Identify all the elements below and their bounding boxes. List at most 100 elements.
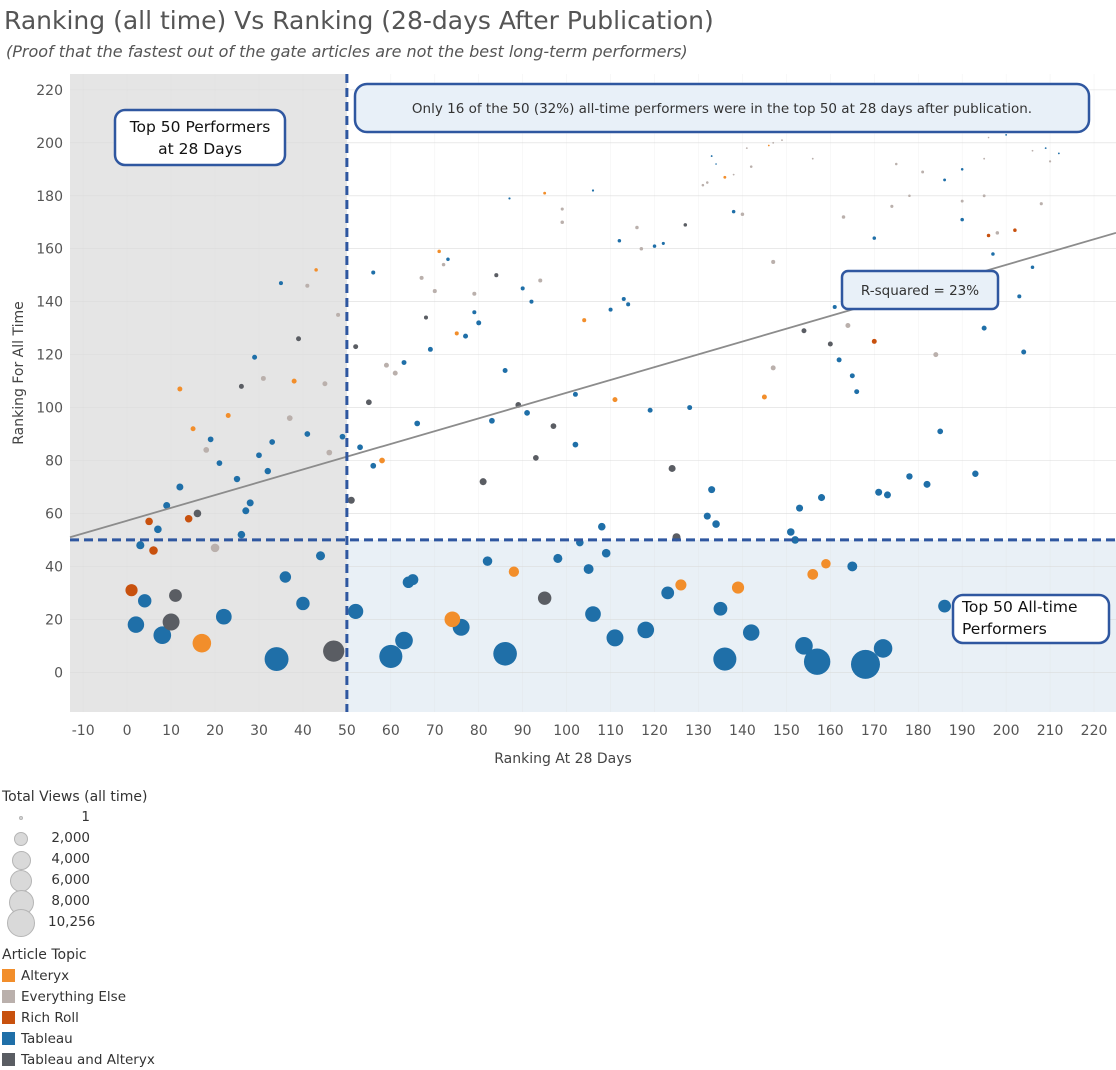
data-point — [732, 173, 735, 176]
topic-legend-swatch — [2, 969, 15, 982]
topic-legend-item: Rich Roll — [2, 1007, 155, 1028]
data-point — [983, 157, 986, 160]
data-point — [715, 163, 717, 165]
data-point — [278, 281, 283, 286]
data-point — [712, 520, 720, 528]
size-legend-label: 1 — [81, 809, 90, 825]
data-point — [740, 212, 745, 217]
data-point — [493, 641, 517, 666]
data-point — [832, 304, 837, 309]
data-point — [494, 273, 499, 278]
data-point — [444, 611, 461, 628]
data-point — [1057, 152, 1060, 155]
data-point — [543, 191, 547, 195]
data-point — [871, 338, 877, 344]
x-tick-label: 170 — [861, 723, 888, 739]
size-legend-circle — [14, 832, 28, 846]
data-point — [582, 318, 587, 323]
data-point — [127, 616, 145, 633]
x-tick-label: 180 — [905, 723, 932, 739]
data-point — [742, 624, 760, 641]
y-tick-label: 180 — [36, 189, 63, 205]
data-point — [446, 257, 450, 262]
y-tick-label: 220 — [36, 83, 63, 99]
data-point — [482, 556, 493, 566]
data-point — [508, 197, 511, 200]
data-point — [463, 333, 469, 339]
data-point — [598, 522, 606, 531]
x-tick-label: 60 — [382, 723, 400, 739]
data-point — [647, 407, 653, 413]
r-squared-text: R-squared = 23% — [861, 283, 979, 299]
data-point — [233, 475, 241, 483]
data-point — [701, 183, 705, 187]
data-point — [986, 233, 991, 238]
data-point — [845, 323, 851, 328]
data-point — [1048, 160, 1052, 163]
size-legend-label: 6,000 — [51, 872, 90, 888]
size-legend-item: 1 — [2, 807, 122, 828]
data-point — [807, 568, 819, 580]
data-point — [713, 601, 728, 616]
data-point — [454, 331, 459, 336]
data-point — [923, 480, 931, 488]
data-point — [767, 144, 770, 147]
data-point — [326, 449, 333, 456]
x-tick-label: 30 — [250, 723, 268, 739]
data-point — [472, 291, 477, 296]
data-point — [621, 296, 626, 302]
size-legend-circle — [10, 870, 32, 892]
data-point — [162, 613, 180, 631]
topic-legend-swatch — [2, 1011, 15, 1024]
data-point — [705, 181, 709, 184]
data-point — [1044, 147, 1047, 150]
data-point — [423, 315, 429, 320]
data-point — [502, 368, 508, 373]
size-legend-label: 10,256 — [48, 914, 96, 930]
data-point — [407, 574, 419, 586]
data-point — [749, 165, 753, 168]
x-tick-label: 130 — [685, 723, 712, 739]
data-point — [489, 417, 495, 424]
data-point — [472, 310, 477, 315]
y-tick-label: 160 — [36, 242, 63, 258]
x-tick-label: 80 — [470, 723, 488, 739]
data-point — [553, 553, 563, 563]
data-point — [252, 354, 258, 360]
data-point — [687, 405, 693, 411]
data-point — [606, 629, 624, 647]
topic-legend-label: Tableau and Alteryx — [21, 1051, 155, 1068]
data-point — [981, 325, 987, 331]
x-tick-label: 140 — [729, 723, 756, 739]
summary-box — [353, 82, 1091, 134]
x-tick-label: 90 — [514, 723, 532, 739]
data-point — [801, 328, 807, 334]
data-point — [803, 648, 831, 675]
data-point — [1013, 228, 1017, 232]
data-point — [601, 548, 611, 558]
data-point — [537, 591, 552, 605]
top50-28days-label-line2: at 28 Days — [158, 140, 242, 158]
data-point — [1021, 349, 1027, 355]
data-point — [938, 599, 951, 613]
data-point — [982, 194, 986, 198]
data-point — [508, 566, 520, 577]
data-point — [190, 426, 196, 432]
data-point — [184, 514, 193, 523]
data-point — [353, 344, 359, 350]
data-point — [533, 454, 539, 461]
data-point — [379, 457, 385, 464]
size-legend-circle — [18, 815, 24, 821]
data-point — [795, 636, 813, 655]
data-point — [296, 596, 310, 611]
data-point — [163, 502, 171, 510]
topic-legend-label: Rich Roll — [21, 1009, 79, 1026]
x-tick-label: 110 — [597, 723, 624, 739]
data-point — [237, 530, 246, 539]
data-point — [371, 270, 376, 275]
data-point — [365, 399, 372, 406]
data-point — [637, 621, 655, 639]
data-point — [207, 436, 214, 443]
data-point — [357, 444, 363, 451]
data-point — [336, 312, 341, 317]
